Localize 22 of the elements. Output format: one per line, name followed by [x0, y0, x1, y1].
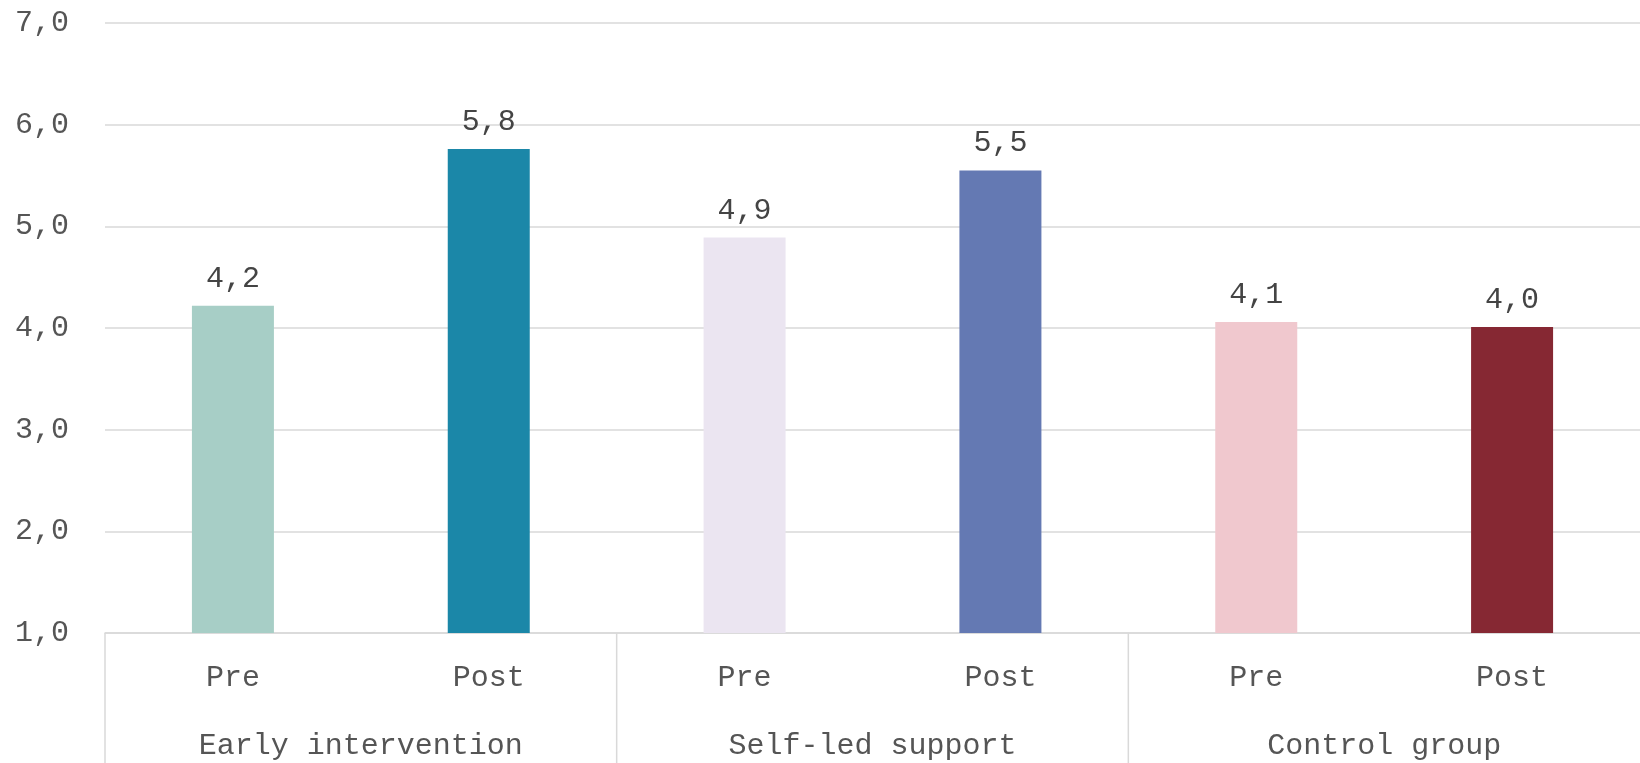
text: Early intervention [198, 729, 523, 763]
y-tick-label: 1,0 [14, 616, 69, 650]
x-tick-label: Pre [1229, 661, 1284, 695]
y-tick-label: 5,0 [14, 209, 69, 244]
data-label: 5,8 [461, 105, 516, 140]
x-tick-label: Post [452, 661, 525, 695]
y-tick-label: 6,0 [14, 107, 69, 142]
text: Control group [1267, 729, 1502, 763]
x-tick-label: Post [1476, 661, 1549, 695]
y-tick-label: 4,0 [14, 311, 69, 345]
y-tick-label: 2,0 [14, 514, 69, 549]
x-tick-label: Pre [205, 661, 260, 695]
data-label: 5,5 [973, 126, 1028, 161]
y-tick-label: 7,0 [14, 6, 69, 40]
y-tick-label: 3,0 [14, 412, 69, 447]
x-tick-label: Post [964, 661, 1037, 695]
data-label: 4,2 [205, 261, 260, 296]
data-label: 4,9 [717, 193, 772, 228]
x-tick-label: Pre [717, 661, 772, 695]
data-label: 4,0 [1485, 282, 1540, 317]
data-label: 4,1 [1229, 277, 1284, 312]
text: Self-led support [728, 729, 1017, 763]
